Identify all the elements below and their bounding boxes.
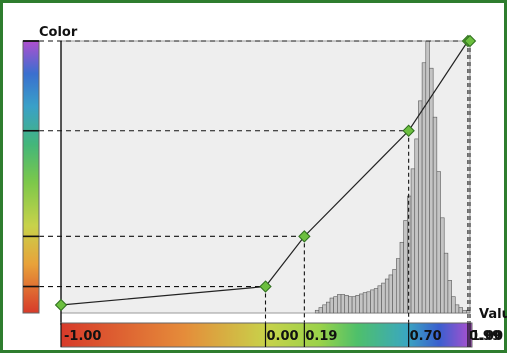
value-tick-label: 1.00 bbox=[471, 329, 503, 344]
value-tick-label: 0.19 bbox=[305, 329, 337, 344]
histogram-bar bbox=[333, 296, 338, 314]
histogram-bar bbox=[458, 307, 463, 314]
value-colormap-bar[interactable] bbox=[60, 322, 473, 348]
histogram-bar bbox=[384, 278, 390, 314]
control-point[interactable] bbox=[463, 34, 477, 48]
histogram-bar bbox=[322, 304, 327, 314]
histogram-bar bbox=[344, 295, 349, 314]
histogram-bar bbox=[410, 168, 416, 314]
value-tick-label: 0.99 bbox=[469, 329, 501, 344]
histogram-bar bbox=[348, 296, 353, 314]
control-point[interactable] bbox=[298, 230, 311, 243]
histogram-bar bbox=[381, 282, 386, 314]
histogram-bar bbox=[462, 309, 467, 314]
histogram-bar bbox=[392, 269, 397, 314]
histogram-bar bbox=[373, 288, 379, 314]
histogram-bar bbox=[314, 309, 320, 314]
histogram-bar bbox=[370, 289, 375, 314]
histogram-bar bbox=[407, 195, 412, 314]
histogram-bar bbox=[451, 296, 456, 314]
histogram-bar bbox=[414, 138, 419, 314]
color-axis-label: Color bbox=[39, 25, 78, 40]
histogram-bar bbox=[436, 171, 441, 314]
value-tick-labels: -1.00 0.00 0.19 0.70 0.991.00 bbox=[60, 323, 503, 347]
histogram-bar bbox=[418, 100, 423, 314]
histogram-bars bbox=[314, 40, 471, 314]
control-point[interactable] bbox=[259, 280, 272, 293]
histogram-plot-area[interactable] bbox=[60, 40, 471, 314]
value-tick-label: -1.00 bbox=[64, 329, 101, 344]
histogram-bar bbox=[355, 295, 360, 314]
histogram-bar bbox=[362, 292, 368, 314]
histogram-bar bbox=[329, 297, 334, 314]
histogram-bar bbox=[396, 258, 401, 314]
control-point[interactable] bbox=[54, 298, 68, 312]
histogram-bar bbox=[429, 67, 434, 314]
control-point[interactable] bbox=[402, 124, 415, 137]
value-tick-label: 0.00 bbox=[267, 329, 299, 344]
histogram-bar bbox=[359, 293, 364, 314]
histogram-bar bbox=[432, 116, 438, 314]
histogram-bar bbox=[388, 274, 393, 314]
color-scale-bar bbox=[22, 40, 40, 314]
guide-lines bbox=[39, 40, 470, 288]
histogram-bar bbox=[340, 294, 346, 314]
histogram-bar bbox=[421, 62, 427, 314]
histogram-bar bbox=[377, 285, 382, 314]
histogram-bar bbox=[440, 217, 445, 314]
histogram-bar bbox=[443, 252, 449, 314]
histogram-bar bbox=[403, 220, 408, 314]
histogram-bar bbox=[447, 280, 452, 314]
control-points bbox=[54, 34, 477, 312]
histogram-bar bbox=[454, 304, 460, 314]
histogram-bar bbox=[351, 296, 357, 314]
histogram-bar bbox=[425, 40, 430, 314]
histogram-bar bbox=[337, 294, 342, 314]
value-axis-label: Valu bbox=[479, 307, 507, 322]
histogram-bar bbox=[325, 301, 331, 314]
value-tick-label: 0.70 bbox=[410, 329, 442, 344]
value-lines bbox=[60, 41, 471, 325]
histogram-bar bbox=[399, 241, 404, 314]
histogram-bar bbox=[366, 291, 371, 314]
histogram-bar bbox=[318, 307, 323, 314]
color-scale-ticks bbox=[23, 40, 39, 288]
